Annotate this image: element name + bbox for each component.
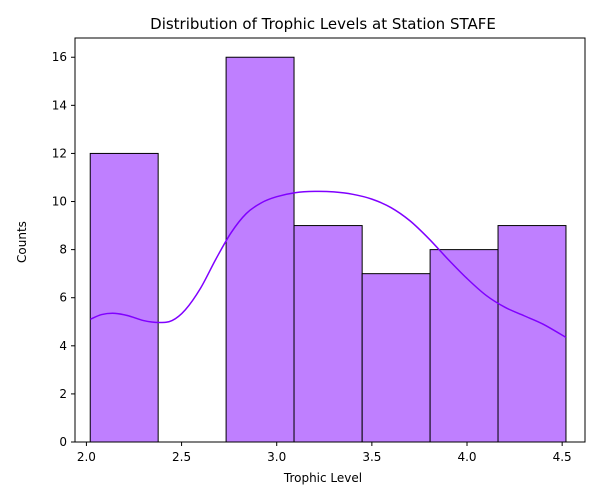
histogram-bar-6	[497, 225, 567, 443]
histogram-bar-3	[293, 225, 363, 443]
y-axis: 0 2 4 6 8 10 12 14 16	[52, 50, 75, 449]
x-tick-label: 4.0	[457, 450, 476, 464]
x-tick-label: 4.5	[553, 450, 572, 464]
y-tick-label: 12	[52, 146, 67, 160]
y-tick-label: 8	[59, 243, 67, 257]
y-tick-label: 0	[59, 435, 67, 449]
histogram-bar-4	[361, 273, 431, 443]
chart-title: Distribution of Trophic Levels at Statio…	[150, 15, 496, 33]
x-tick-label: 2.0	[77, 450, 96, 464]
x-tick-label: 3.0	[267, 450, 286, 464]
kde-group	[89, 190, 567, 339]
histogram-bar-2	[225, 56, 295, 443]
y-tick-label: 6	[59, 291, 67, 305]
histogram-bar-5	[429, 249, 499, 443]
y-tick-label: 4	[59, 339, 67, 353]
y-tick-label: 10	[52, 195, 67, 209]
x-axis-label: Trophic Level	[283, 471, 362, 485]
x-tick-label: 2.5	[172, 450, 191, 464]
y-tick-label: 14	[52, 98, 67, 112]
axes-frame	[74, 37, 586, 443]
y-tick-label: 2	[59, 387, 67, 401]
x-axis: 2.0 2.5 3.0 3.5 4.0 4.5	[77, 442, 572, 464]
y-axis-label: Counts	[15, 221, 29, 263]
y-tick-label: 16	[52, 50, 67, 64]
bars-group	[89, 56, 567, 443]
histogram-bar-0	[89, 152, 159, 443]
x-tick-label: 3.5	[362, 450, 381, 464]
kde-curve	[89, 190, 567, 339]
